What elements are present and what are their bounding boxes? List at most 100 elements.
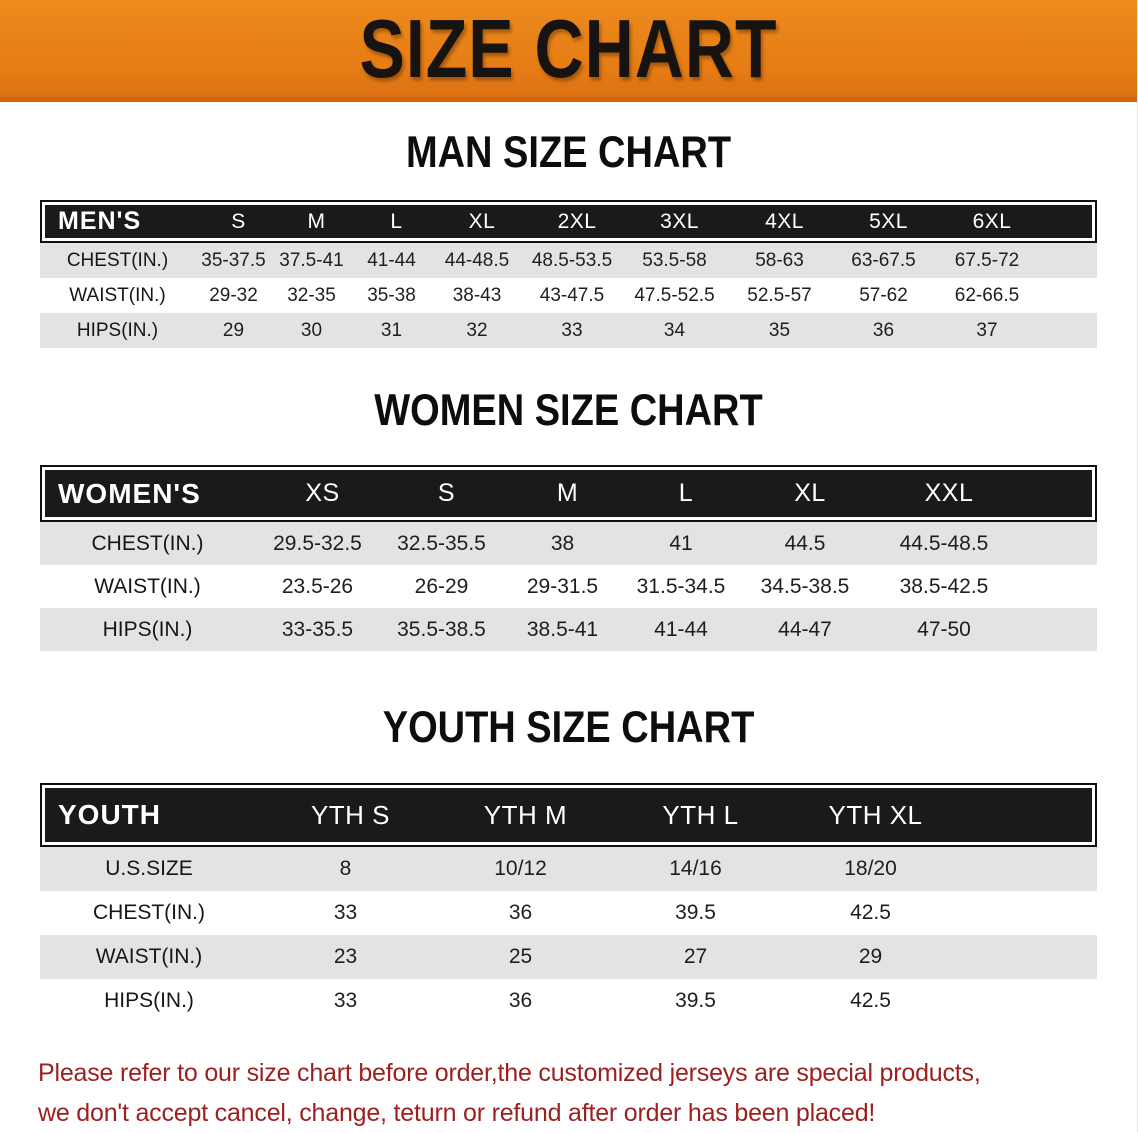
size-column-header: M [307, 209, 326, 233]
row-label-cell: CHEST(IN.) [93, 901, 205, 924]
row-label-cell: WAIST(IN.) [69, 284, 166, 306]
size-column-header: 3XL [660, 209, 699, 233]
table-row: HIPS(IN.) 33-35.5 35.5-38.5 38.5-41 41-44 44-… [40, 608, 1097, 651]
row-label-cell: HIPS(IN.) [102, 617, 193, 641]
size-value-cell: 38-43 [452, 284, 502, 306]
table-row: U.S.SIZE 8 10/12 14/16 18/20 [40, 847, 1097, 891]
size-value-cell: 33 [333, 901, 358, 924]
table-header-bar: MEN'S S M L XL 2XL 3XL 4XL 5XL 6XL [45, 205, 1092, 238]
size-value-cell: 35.5-38.5 [397, 617, 486, 641]
table-header-bar: YOUTH YTH S YTH M YTH L YTH XL [45, 788, 1092, 842]
row-label-cell: U.S.SIZE [105, 857, 193, 880]
table-header-frame: MEN'S S M L XL 2XL 3XL 4XL 5XL 6XL [40, 200, 1097, 243]
row-label-cell: HIPS(IN.) [76, 319, 159, 341]
size-value-cell: 32-35 [287, 284, 336, 306]
table-row: WAIST(IN.) 29-32 32-35 35-38 38-43 43-47.5 47.… [40, 278, 1097, 313]
size-value-cell: 42.5 [850, 989, 891, 1012]
size-value-cell: 39.5 [675, 989, 716, 1012]
size-value-cell: 35-37.5 [201, 249, 266, 271]
size-value-cell: 31 [380, 319, 403, 341]
size-value-cell: 57-62 [859, 284, 908, 306]
banner: SIZE CHART [0, 0, 1137, 102]
size-column-header: S [231, 209, 246, 233]
row-label-cell: CHEST(IN.) [91, 531, 204, 555]
size-value-cell: 26-29 [414, 574, 469, 598]
size-value-cell: 10/12 [494, 857, 547, 880]
women-section-heading: WOMEN SIZE CHART [374, 386, 763, 436]
size-column-header: XL [468, 209, 496, 233]
size-value-cell: 35-38 [367, 284, 416, 306]
men-size-chart-section: MAN SIZE CHART MEN'S S M L XL 2XL 3XL 4XL 5XL 6XL… [0, 128, 1137, 348]
size-column-header: YTH S [310, 799, 391, 830]
size-column-header: XS [305, 479, 340, 507]
size-value-cell: 34.5-38.5 [760, 574, 850, 598]
table-header-label: YOUTH [58, 799, 161, 830]
size-value-cell: 38 [550, 531, 575, 555]
size-value-cell: 29 [222, 319, 245, 341]
size-charts: MAN SIZE CHART MEN'S S M L XL 2XL 3XL 4XL 5XL 6XL… [0, 128, 1137, 1023]
size-column-header: M [556, 479, 579, 507]
size-value-cell: 29-32 [209, 284, 258, 306]
size-value-cell: 29 [858, 945, 883, 968]
size-column-header: 6XL [972, 209, 1012, 233]
size-column-header: 4XL [765, 209, 804, 233]
size-value-cell: 41-44 [654, 617, 708, 641]
size-value-cell: 37 [976, 319, 998, 341]
size-column-header: YTH M [483, 799, 568, 830]
table-row: CHEST(IN.) 33 36 39.5 42.5 [40, 891, 1097, 935]
size-value-cell: 32.5-35.5 [397, 531, 486, 555]
youth-size-table: YOUTH YTH S YTH M YTH L YTH XL U.S.SIZE 8 10/12… [40, 783, 1097, 1023]
row-label-cell: WAIST(IN.) [94, 574, 201, 598]
size-column-header: XL [794, 479, 826, 507]
size-value-cell: 36 [872, 319, 895, 341]
men-size-table: MEN'S S M L XL 2XL 3XL 4XL 5XL 6XL CHEST(IN.) 35-37… [40, 200, 1097, 348]
size-value-cell: 44-48.5 [444, 249, 510, 271]
size-value-cell: 67.5-72 [954, 249, 1020, 271]
size-value-cell: 35 [768, 319, 791, 341]
size-value-cell: 41-44 [367, 249, 416, 271]
size-column-header: L [390, 209, 403, 233]
size-value-cell: 53.5-58 [642, 249, 707, 271]
table-row: WAIST(IN.) 23.5-26 26-29 29-31.5 31.5-34.5 34… [40, 565, 1097, 608]
footer-line-2: we don't accept cancel, change, teturn o… [38, 1099, 876, 1127]
men-section-heading: MAN SIZE CHART [405, 128, 732, 178]
size-value-cell: 38.5-42.5 [899, 574, 989, 598]
size-value-cell: 44-47 [778, 617, 832, 641]
size-value-cell: 27 [683, 945, 708, 968]
size-value-cell: 8 [339, 857, 352, 880]
table-header-label: WOMEN'S [58, 477, 201, 509]
footer-note: Please refer to our size chart before or… [38, 1053, 1137, 1133]
table-row: HIPS(IN.) 33 36 39.5 42.5 [40, 979, 1097, 1023]
size-value-cell: 29.5-32.5 [273, 531, 362, 555]
size-value-cell: 44.5-48.5 [899, 531, 989, 555]
youth-size-chart-section: YOUTH SIZE CHART YOUTH YTH S YTH M YTH L YTH… [0, 703, 1137, 1023]
table-row: CHEST(IN.) 35-37.5 37.5-41 41-44 44-48.5 48.5… [40, 243, 1097, 278]
size-column-header: L [678, 479, 694, 507]
size-value-cell: 29-31.5 [526, 574, 599, 598]
size-value-cell: 34 [663, 319, 686, 341]
size-column-header: YTH L [662, 799, 739, 830]
youth-section-heading: YOUTH SIZE CHART [382, 703, 755, 753]
size-value-cell: 32 [466, 319, 488, 341]
size-value-cell: 39.5 [675, 901, 716, 924]
table-row: HIPS(IN.) 29 30 31 32 33 34 35 36 37 [40, 313, 1097, 348]
size-value-cell: 41 [669, 531, 693, 555]
size-value-cell: 18/20 [844, 857, 897, 880]
size-value-cell: 44.5 [784, 531, 826, 555]
size-value-cell: 42.5 [850, 901, 891, 924]
women-size-chart-section: WOMEN SIZE CHART WOMEN'S XS S M L XL XXL CHEST(… [0, 386, 1137, 651]
size-value-cell: 48.5-53.5 [531, 249, 613, 271]
table-header-frame: WOMEN'S XS S M L XL XXL [40, 465, 1097, 522]
table-row: CHEST(IN.) 29.5-32.5 32.5-35.5 38 41 44.5 44.5… [40, 522, 1097, 565]
size-value-cell: 47-50 [917, 617, 971, 641]
size-value-cell: 62-66.5 [954, 284, 1020, 306]
size-value-cell: 36 [508, 989, 533, 1012]
table-row: WAIST(IN.) 23 25 27 29 [40, 935, 1097, 979]
table-header-frame: YOUTH YTH S YTH M YTH L YTH XL [40, 783, 1097, 847]
size-value-cell: 33 [333, 989, 358, 1012]
size-value-cell: 36 [508, 901, 533, 924]
size-value-cell: 31.5-34.5 [636, 574, 726, 598]
size-value-cell: 14/16 [669, 857, 722, 880]
size-value-cell: 33 [561, 319, 583, 341]
size-value-cell: 25 [508, 945, 533, 968]
